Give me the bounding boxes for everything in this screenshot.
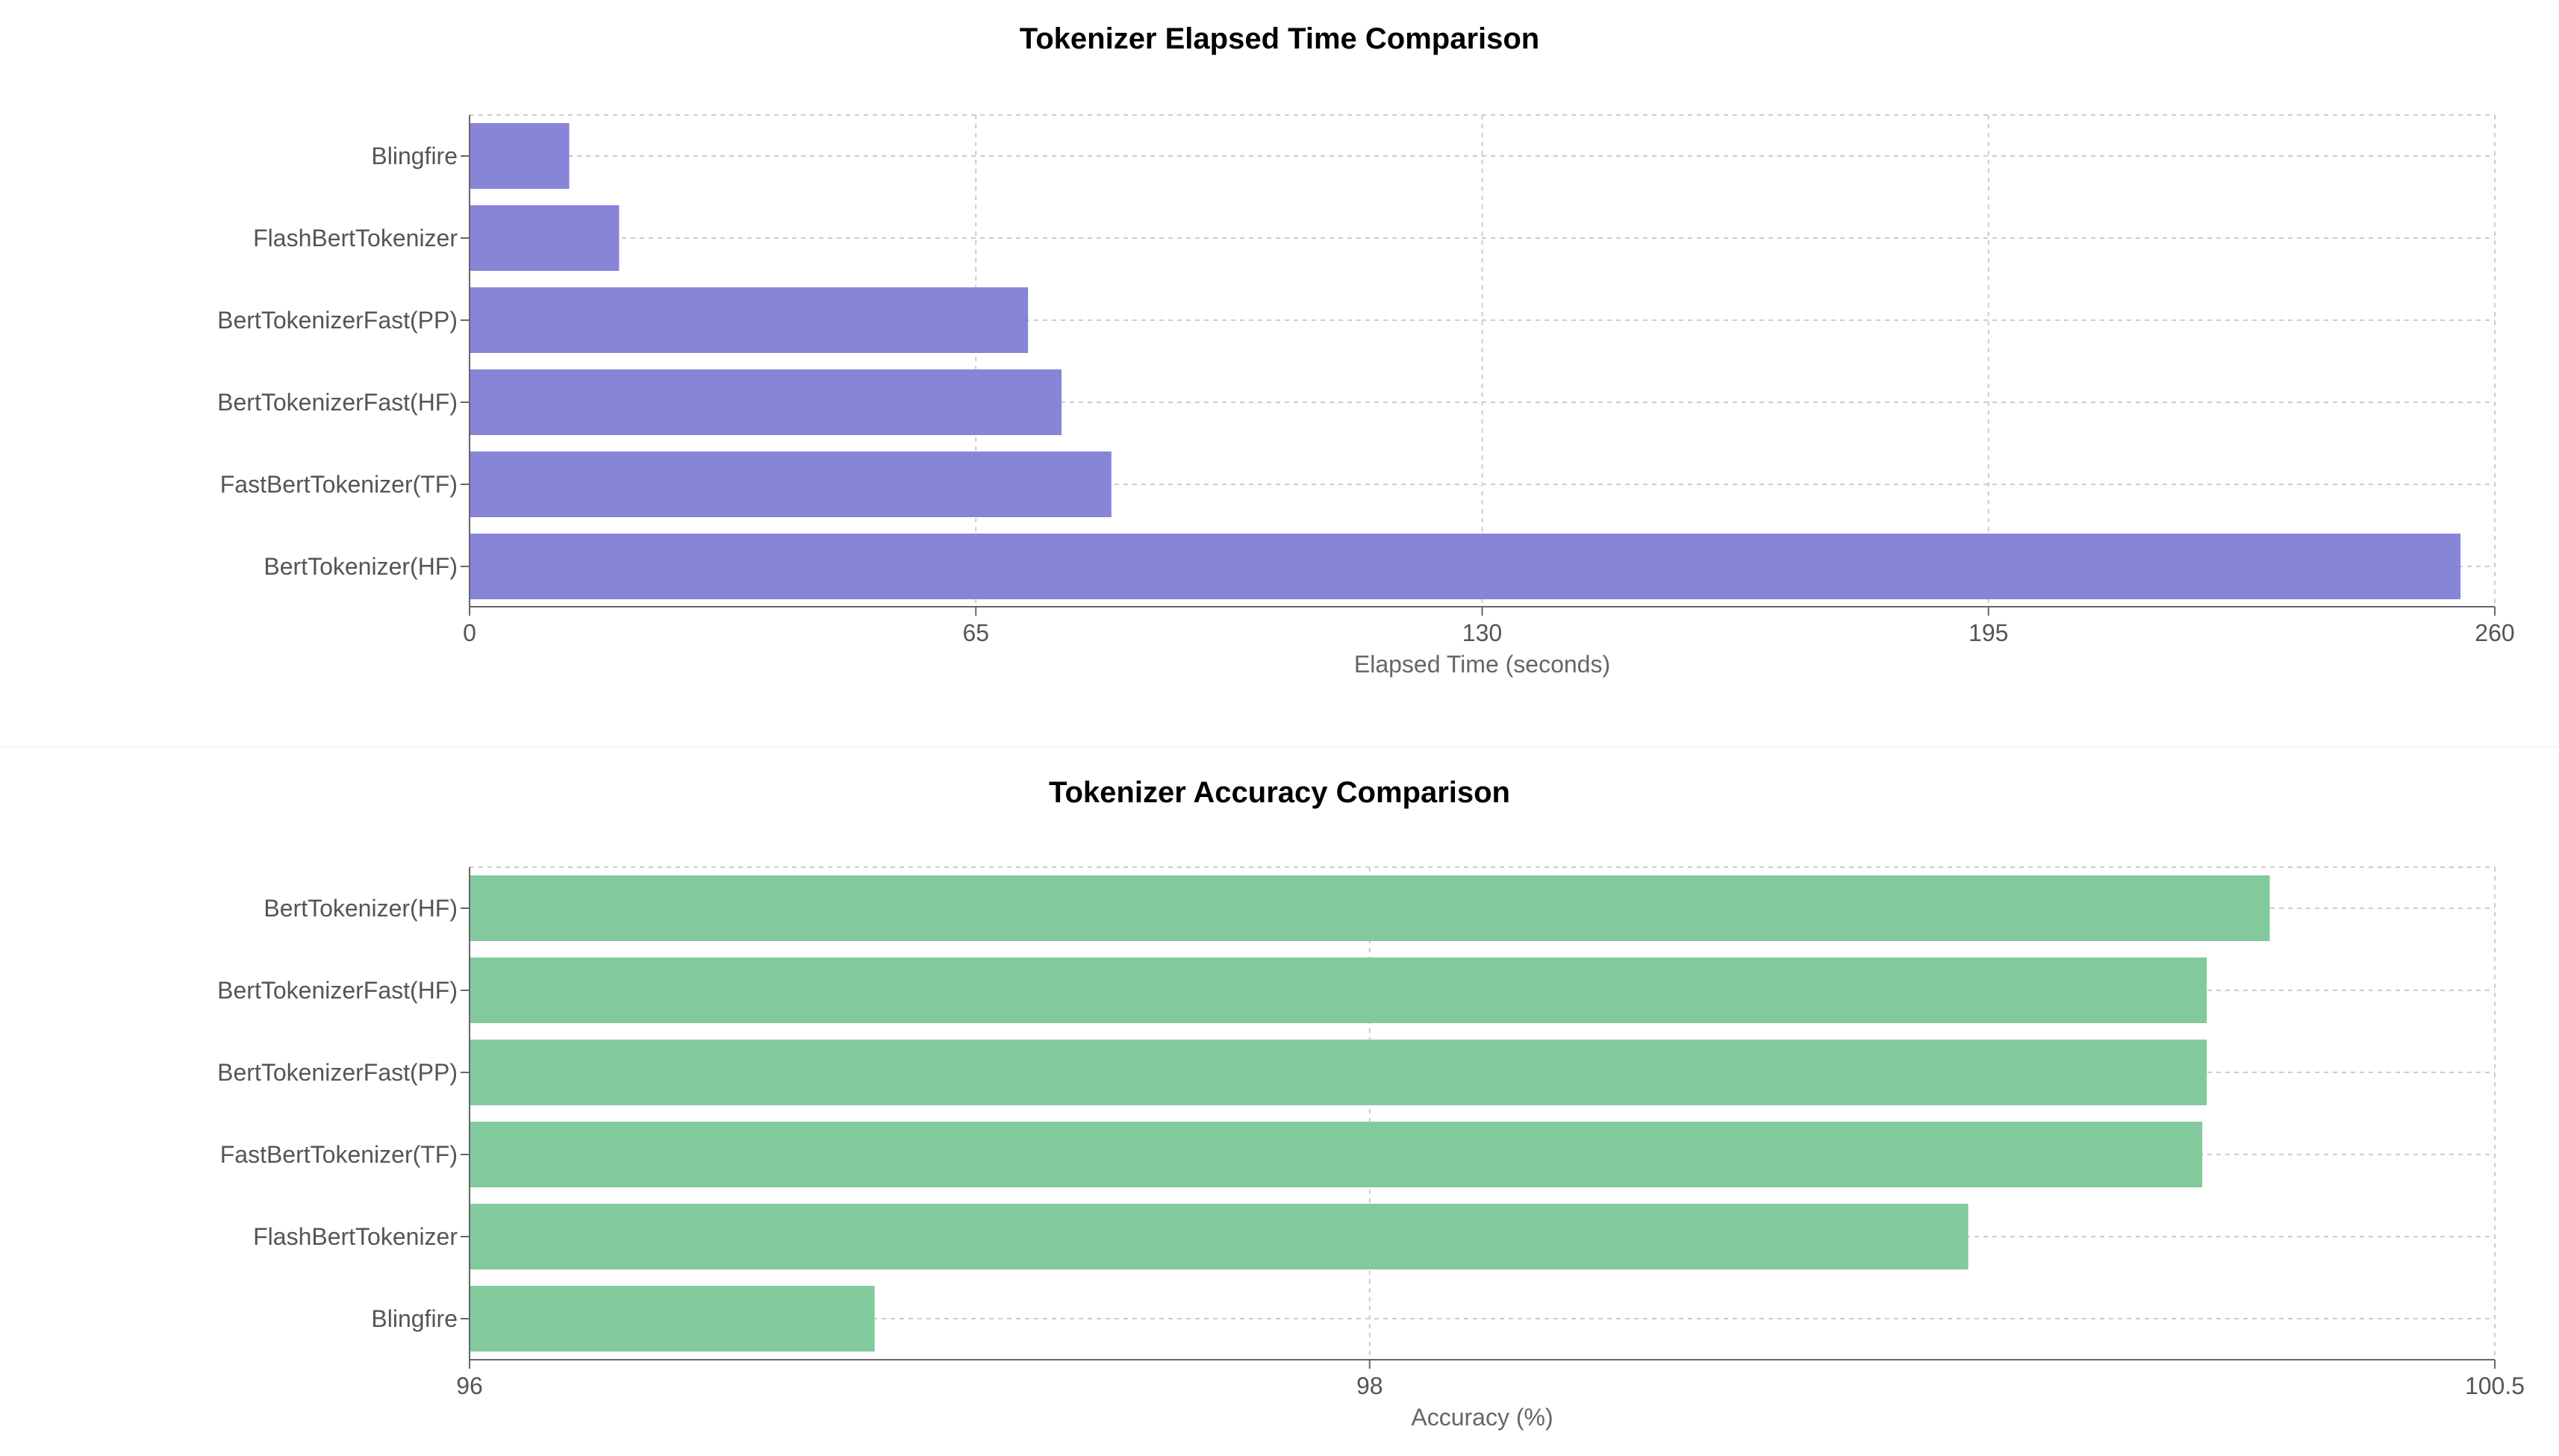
x-tick-label: 96 [456, 1372, 483, 1399]
bar [470, 1122, 2203, 1187]
bar [470, 123, 570, 189]
y-tick-label: FastBertTokenizer(TF) [220, 471, 458, 498]
chart-title: Tokenizer Accuracy Comparison [1049, 776, 1510, 809]
x-tick-label: 98 [1356, 1372, 1383, 1399]
accuracy-chart: BertTokenizer(HF) BertTokenizerFast(HF) Be… [217, 866, 2525, 1431]
bar [470, 957, 2207, 1023]
y-tick-label: FastBertTokenizer(TF) [220, 1141, 458, 1168]
bar [470, 1040, 2207, 1105]
x-axis-label: Elapsed Time (seconds) [1354, 651, 1610, 678]
y-tick-label: FlashBertTokenizer [253, 1223, 458, 1250]
bar [470, 875, 2270, 941]
x-axis-label: Accuracy (%) [1411, 1404, 1553, 1431]
bar [470, 205, 620, 271]
y-tick-label: BertTokenizer(HF) [264, 553, 458, 580]
grid [469, 114, 2496, 607]
x-tick-label: 100.5 [2465, 1372, 2525, 1399]
x-tick-label: 65 [962, 619, 989, 646]
bar [470, 534, 2461, 599]
y-tick-label: BertTokenizerFast(PP) [217, 1059, 458, 1086]
y-tick-label: BertTokenizerFast(PP) [217, 307, 458, 334]
bar [470, 452, 1112, 517]
y-tick-label: FlashBertTokenizer [253, 225, 458, 251]
y-tick-label: BertTokenizer(HF) [264, 895, 458, 922]
bar [470, 369, 1062, 435]
x-tick-label: 0 [463, 619, 476, 646]
y-tick-label: BertTokenizerFast(HF) [217, 977, 458, 1004]
chart-divider [0, 746, 2559, 748]
elapsed-time-chart-panel: Tokenizer Elapsed Time Comparison Blingf… [217, 22, 2515, 678]
bar [470, 1286, 875, 1352]
bar [470, 287, 1029, 353]
y-tick-label: BertTokenizerFast(HF) [217, 389, 458, 416]
y-tick-label: Blingfire [371, 143, 458, 169]
accuracy-chart-panel: Tokenizer Accuracy Comparison BertTokeni… [0, 748, 2559, 1456]
x-tick-label: 260 [2475, 619, 2514, 646]
chart-title: Tokenizer Elapsed Time Comparison [1019, 22, 1540, 55]
bar [470, 1204, 1969, 1269]
elapsed-time-chart: Blingfire FlashBertTokenizer BertTokenizer… [217, 114, 2515, 678]
y-tick-label: Blingfire [371, 1305, 458, 1332]
x-tick-label: 195 [1969, 619, 2008, 646]
x-tick-label: 130 [1462, 619, 1502, 646]
